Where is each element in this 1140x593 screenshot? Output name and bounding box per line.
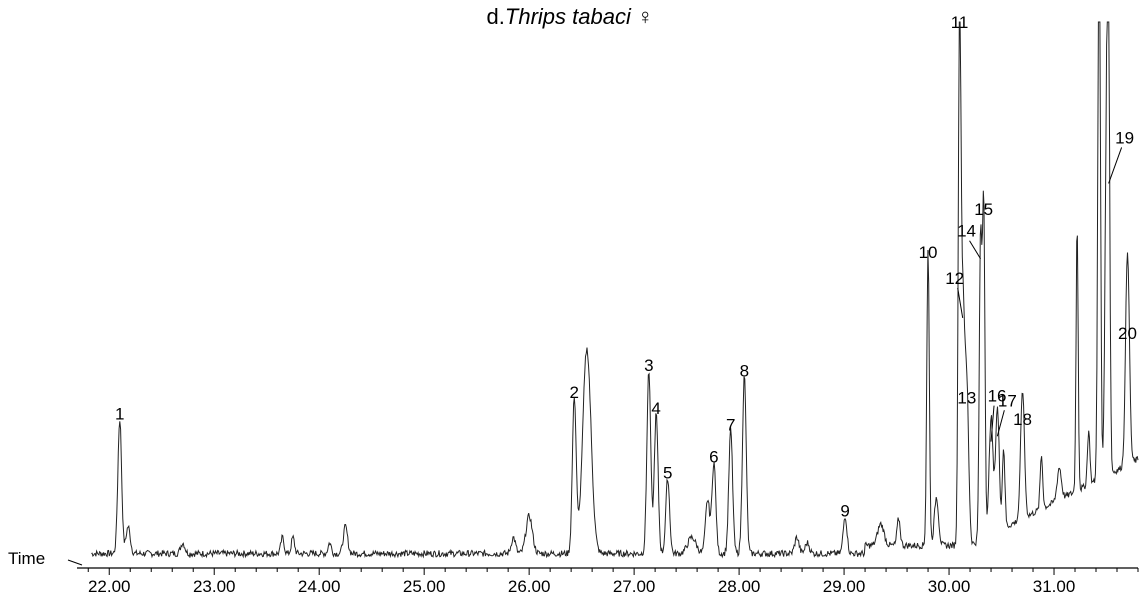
x-tick-label: 28.00 — [718, 577, 761, 593]
chromatogram-trace — [91, 21, 1139, 559]
peak-label-19: 19 — [1115, 128, 1134, 147]
chart-title: d.Thrips tabaci ♀ — [0, 4, 1140, 30]
peak-label-7: 7 — [726, 415, 735, 434]
peak-arrow — [969, 240, 981, 259]
x-tick-label: 23.00 — [193, 577, 236, 593]
peak-label-8: 8 — [740, 361, 749, 380]
plot-area: 22.00 23.00 24.00 25.00 26.00 27.00 28.00 29.00… — [67, 13, 1139, 593]
title-prefix: d. — [486, 4, 505, 29]
peak-arrow — [1108, 147, 1123, 184]
peak-label-17: 17 — [998, 391, 1017, 410]
female-symbol: ♀ — [636, 4, 654, 29]
peak-label-9: 9 — [840, 501, 849, 520]
x-axis-label: Time — [8, 549, 45, 568]
peak-label-4: 4 — [651, 399, 660, 418]
peak-label-14: 14 — [957, 222, 976, 241]
x-tick-label: 25.00 — [403, 577, 446, 593]
peak-arrow — [957, 287, 964, 318]
peak-label-1: 1 — [115, 405, 124, 424]
title-species: Thrips tabaci — [504, 4, 631, 29]
peak-label-12: 12 — [945, 269, 964, 288]
peak-arrow — [990, 405, 995, 442]
x-tick-label: 24.00 — [298, 577, 341, 593]
peak-label-5: 5 — [663, 464, 672, 483]
peak-label-20: 20 — [1118, 324, 1137, 343]
baseline-marker — [67, 559, 83, 566]
peak-label-18: 18 — [1013, 410, 1032, 429]
x-tick-label: 30.00 — [928, 577, 971, 593]
peak-label-13: 13 — [957, 388, 976, 407]
peak-label-6: 6 — [709, 448, 718, 467]
peak-arrow — [996, 410, 1005, 437]
x-tick-label: 27.00 — [613, 577, 656, 593]
x-tick-label: 26.00 — [508, 577, 551, 593]
peak-label-2: 2 — [570, 383, 579, 402]
peak-label-3: 3 — [644, 356, 653, 375]
peak-label-16: 16 — [988, 387, 1007, 406]
peak-label-11: 11 — [951, 13, 969, 32]
peak-label-15: 15 — [974, 200, 993, 219]
x-tick-label: 22.00 — [88, 577, 131, 593]
x-tick-label: 31.00 — [1033, 577, 1076, 593]
peak-label-10: 10 — [919, 243, 938, 262]
x-tick-label: 29.00 — [823, 577, 866, 593]
